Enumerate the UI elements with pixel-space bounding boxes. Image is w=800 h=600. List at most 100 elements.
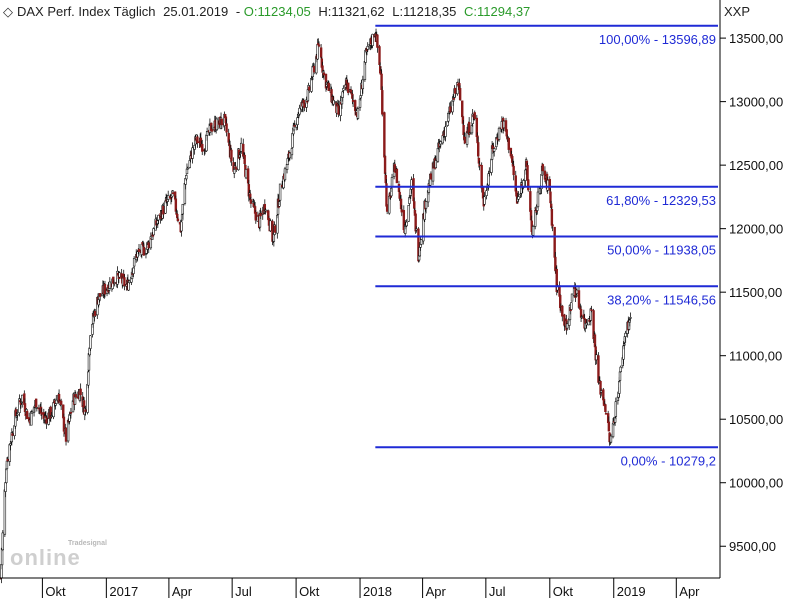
- candle: [16, 409, 19, 421]
- candle: [536, 187, 540, 209]
- candle: [388, 192, 391, 215]
- candle: [276, 209, 279, 239]
- candle-body: [555, 268, 558, 293]
- candle-body: [225, 123, 228, 133]
- candle-body: [40, 412, 43, 415]
- candle-body: [337, 105, 340, 115]
- candle: [424, 200, 428, 214]
- candle: [244, 168, 248, 180]
- candle: [317, 41, 321, 48]
- candle: [25, 410, 29, 420]
- candle: [269, 218, 272, 233]
- candle-body: [628, 319, 631, 323]
- y-tick: 9500,00: [720, 539, 776, 554]
- candle: [290, 146, 294, 160]
- candle: [385, 203, 389, 215]
- x-tick: Jul: [485, 578, 506, 599]
- candle-body: [322, 72, 326, 76]
- candle: [378, 44, 381, 67]
- candle-body: [100, 293, 104, 297]
- candle: [629, 312, 632, 321]
- candle: [263, 199, 267, 214]
- candle-body: [454, 88, 457, 94]
- collapse-icon[interactable]: ◇: [3, 4, 13, 19]
- candle-body: [185, 175, 188, 180]
- x-tick-label: Jul: [489, 584, 506, 599]
- candle-body: [415, 228, 418, 231]
- candle-body: [306, 89, 310, 102]
- x-tick-label: Okt: [45, 584, 66, 599]
- x-tick-label: Apr: [172, 584, 193, 599]
- candle: [407, 204, 410, 222]
- candle-body: [227, 132, 230, 143]
- candle: [497, 126, 501, 142]
- candle: [188, 157, 191, 169]
- candle: [436, 148, 440, 163]
- candle: [186, 166, 189, 170]
- candle-body: [50, 415, 53, 417]
- candle-body: [180, 221, 183, 232]
- candle: [395, 167, 399, 184]
- candle-body: [137, 248, 141, 252]
- candle: [227, 128, 230, 147]
- candle: [319, 44, 323, 60]
- candle-body: [10, 432, 14, 443]
- candle-body: [468, 132, 472, 135]
- x-tick: 2019: [613, 578, 646, 599]
- candle-body: [276, 214, 279, 234]
- candle-body: [548, 179, 551, 191]
- candle-body: [424, 201, 428, 209]
- candle-body: [412, 178, 415, 202]
- candle: [201, 139, 204, 156]
- candle: [470, 121, 474, 135]
- candle-body: [5, 460, 9, 470]
- candle-body: [619, 366, 622, 373]
- candle-body: [103, 283, 107, 295]
- candle-body: [215, 118, 219, 131]
- candle-body: [113, 282, 116, 284]
- candle-body: [470, 125, 474, 134]
- candle-body: [62, 416, 66, 432]
- y-axis: 9500,00 10000,00 10500,00 11000,00 11500,00 1…: [720, 31, 783, 554]
- candle-body: [118, 272, 121, 278]
- candle-body: [91, 312, 95, 324]
- candle-body: [312, 65, 316, 73]
- candle-body: [427, 183, 431, 193]
- high-value: H:11321,62: [318, 4, 385, 19]
- candle-body: [477, 142, 480, 157]
- candle: [358, 97, 362, 111]
- candle-body: [549, 191, 552, 204]
- candle-body: [570, 302, 573, 310]
- candle-body: [230, 149, 233, 162]
- candle-body: [233, 169, 236, 174]
- candle: [477, 136, 480, 160]
- candle-body: [607, 421, 611, 432]
- candle-body: [128, 280, 131, 283]
- low-value: L:11218,35: [392, 4, 457, 19]
- candle: [414, 213, 417, 234]
- candle-body: [94, 311, 97, 316]
- candle-body: [604, 404, 607, 412]
- candle-body: [244, 169, 248, 179]
- candle-body: [463, 137, 467, 144]
- candle: [376, 34, 379, 53]
- candle-body: [629, 317, 632, 319]
- svg-text:Tradesignal: Tradesignal: [68, 540, 107, 547]
- x-axis: Okt 2017 Apr Jul Okt 2018 Apr Jul Okt 2019 Apr: [41, 578, 700, 599]
- candle-body: [45, 417, 48, 424]
- candle: [74, 391, 77, 399]
- candle: [614, 397, 618, 420]
- candle-body: [174, 198, 178, 212]
- candle-body: [458, 88, 462, 101]
- candle: [181, 203, 185, 220]
- candle: [35, 407, 39, 412]
- candle-body: [383, 155, 387, 174]
- candle: [108, 277, 112, 290]
- candle-body: [408, 197, 411, 204]
- candle: [246, 165, 250, 187]
- candle-body: [87, 371, 90, 386]
- candle: [541, 163, 545, 175]
- candle-body: [339, 100, 342, 116]
- candle: [434, 155, 438, 169]
- candle: [54, 403, 57, 410]
